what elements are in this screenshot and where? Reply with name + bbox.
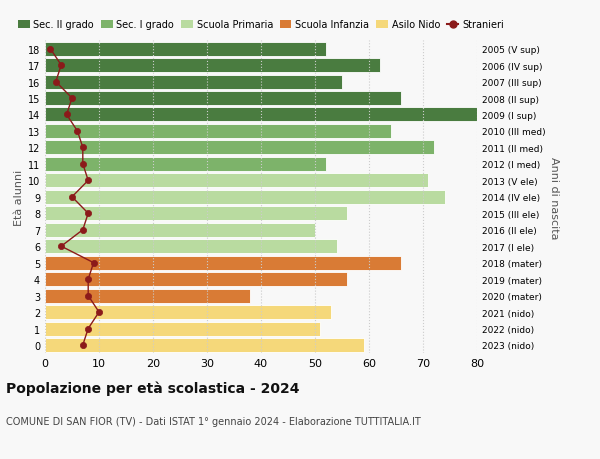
Y-axis label: Età alunni: Età alunni (14, 169, 23, 225)
Y-axis label: Anni di nascita: Anni di nascita (550, 156, 559, 239)
Bar (45, 289, 250, 303)
Text: COMUNE DI SAN FIOR (TV) - Dati ISTAT 1° gennaio 2024 - Elaborazione TUTTITALIA.I: COMUNE DI SAN FIOR (TV) - Dati ISTAT 1° … (6, 417, 421, 426)
Bar (45, 43, 326, 56)
Bar (45, 305, 331, 319)
Bar (45, 338, 364, 352)
Bar (45, 240, 337, 254)
Bar (45, 223, 315, 237)
Bar (45, 75, 342, 90)
Bar (45, 157, 326, 172)
Bar (45, 174, 428, 188)
Text: Popolazione per età scolastica - 2024: Popolazione per età scolastica - 2024 (6, 381, 299, 396)
Bar (45, 125, 391, 139)
Bar (45, 273, 347, 286)
Bar (45, 92, 401, 106)
Bar (45, 256, 401, 270)
Bar (45, 190, 445, 204)
Bar (45, 322, 320, 336)
Bar (45, 141, 434, 155)
Legend: Sec. II grado, Sec. I grado, Scuola Primaria, Scuola Infanzia, Asilo Nido, Stran: Sec. II grado, Sec. I grado, Scuola Prim… (18, 20, 504, 30)
Bar (45, 207, 347, 221)
Bar (45, 108, 477, 122)
Bar (45, 59, 380, 73)
